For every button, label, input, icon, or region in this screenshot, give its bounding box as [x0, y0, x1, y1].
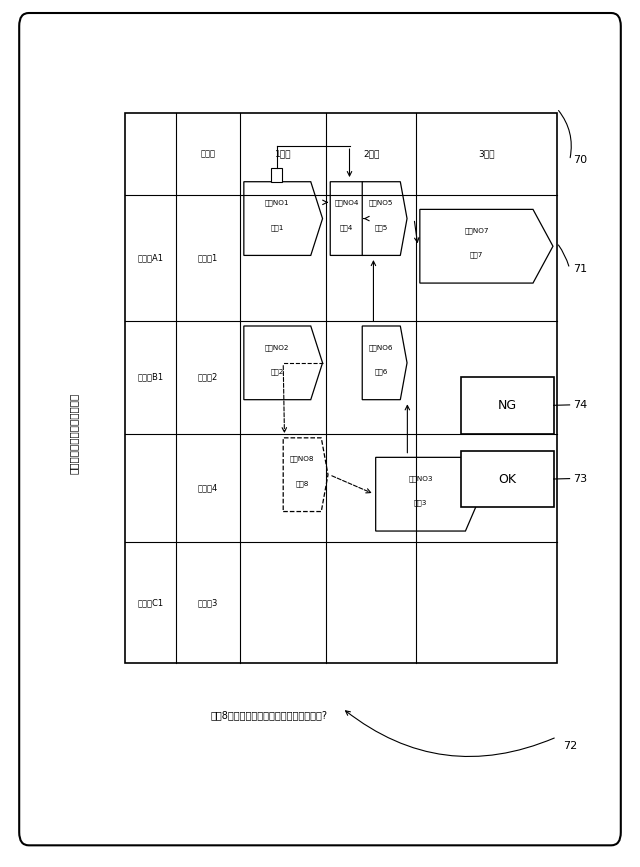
- Text: 採否登録画面の一例を示す図: 採否登録画面の一例を示す図: [68, 393, 79, 474]
- Polygon shape: [330, 182, 369, 256]
- Text: 74: 74: [573, 400, 587, 410]
- Polygon shape: [283, 438, 328, 512]
- Text: 1週目: 1週目: [275, 149, 291, 159]
- Text: 成果物3: 成果物3: [198, 598, 218, 607]
- Polygon shape: [420, 210, 553, 283]
- Text: 作業者B1: 作業者B1: [138, 373, 163, 381]
- Text: 作業NO4: 作業NO4: [334, 199, 359, 206]
- Text: 作業者A1: 作業者A1: [138, 253, 163, 263]
- Text: 作業4: 作業4: [340, 224, 353, 231]
- Text: 作業5: 作業5: [374, 224, 388, 231]
- Text: 作業8が追加されています。採用しますか?: 作業8が追加されています。採用しますか?: [211, 710, 327, 720]
- Text: 作業3: 作業3: [414, 499, 428, 506]
- Text: 成果物1: 成果物1: [198, 253, 218, 263]
- Text: 作業NO8: 作業NO8: [290, 456, 314, 462]
- Polygon shape: [244, 182, 323, 256]
- Text: 作業NO5: 作業NO5: [369, 199, 394, 206]
- Polygon shape: [376, 458, 481, 531]
- Text: 成果物2: 成果物2: [198, 373, 218, 381]
- Text: 作業6: 作業6: [374, 368, 388, 375]
- Text: 70: 70: [573, 155, 587, 166]
- Bar: [461, 377, 554, 434]
- Text: 作業NO7: 作業NO7: [464, 227, 489, 234]
- Text: 作業7: 作業7: [470, 251, 483, 258]
- Text: 3週目: 3週目: [478, 149, 495, 159]
- Text: 作業NO3: 作業NO3: [408, 475, 433, 482]
- Text: 作業NO2: 作業NO2: [265, 344, 289, 350]
- Bar: [461, 451, 554, 507]
- Text: 71: 71: [573, 264, 587, 274]
- Text: 2週目: 2週目: [363, 149, 380, 159]
- Polygon shape: [362, 326, 407, 400]
- Text: 成果物: 成果物: [200, 149, 216, 159]
- Bar: [271, 168, 282, 182]
- Text: 作業NO6: 作業NO6: [369, 344, 394, 350]
- Text: 72: 72: [563, 740, 577, 751]
- Text: 73: 73: [573, 473, 587, 484]
- Text: 作業1: 作業1: [271, 224, 284, 231]
- Text: 成果物4: 成果物4: [198, 483, 218, 492]
- Text: NG: NG: [498, 399, 516, 412]
- Polygon shape: [244, 326, 323, 400]
- Text: OK: OK: [498, 473, 516, 486]
- FancyBboxPatch shape: [19, 13, 621, 845]
- Text: 作業2: 作業2: [271, 368, 284, 375]
- Text: 作業NO1: 作業NO1: [265, 199, 289, 206]
- Text: 作業8: 作業8: [296, 480, 309, 486]
- Bar: [125, 113, 557, 663]
- Text: 作業者C1: 作業者C1: [138, 598, 163, 607]
- Polygon shape: [362, 182, 407, 256]
